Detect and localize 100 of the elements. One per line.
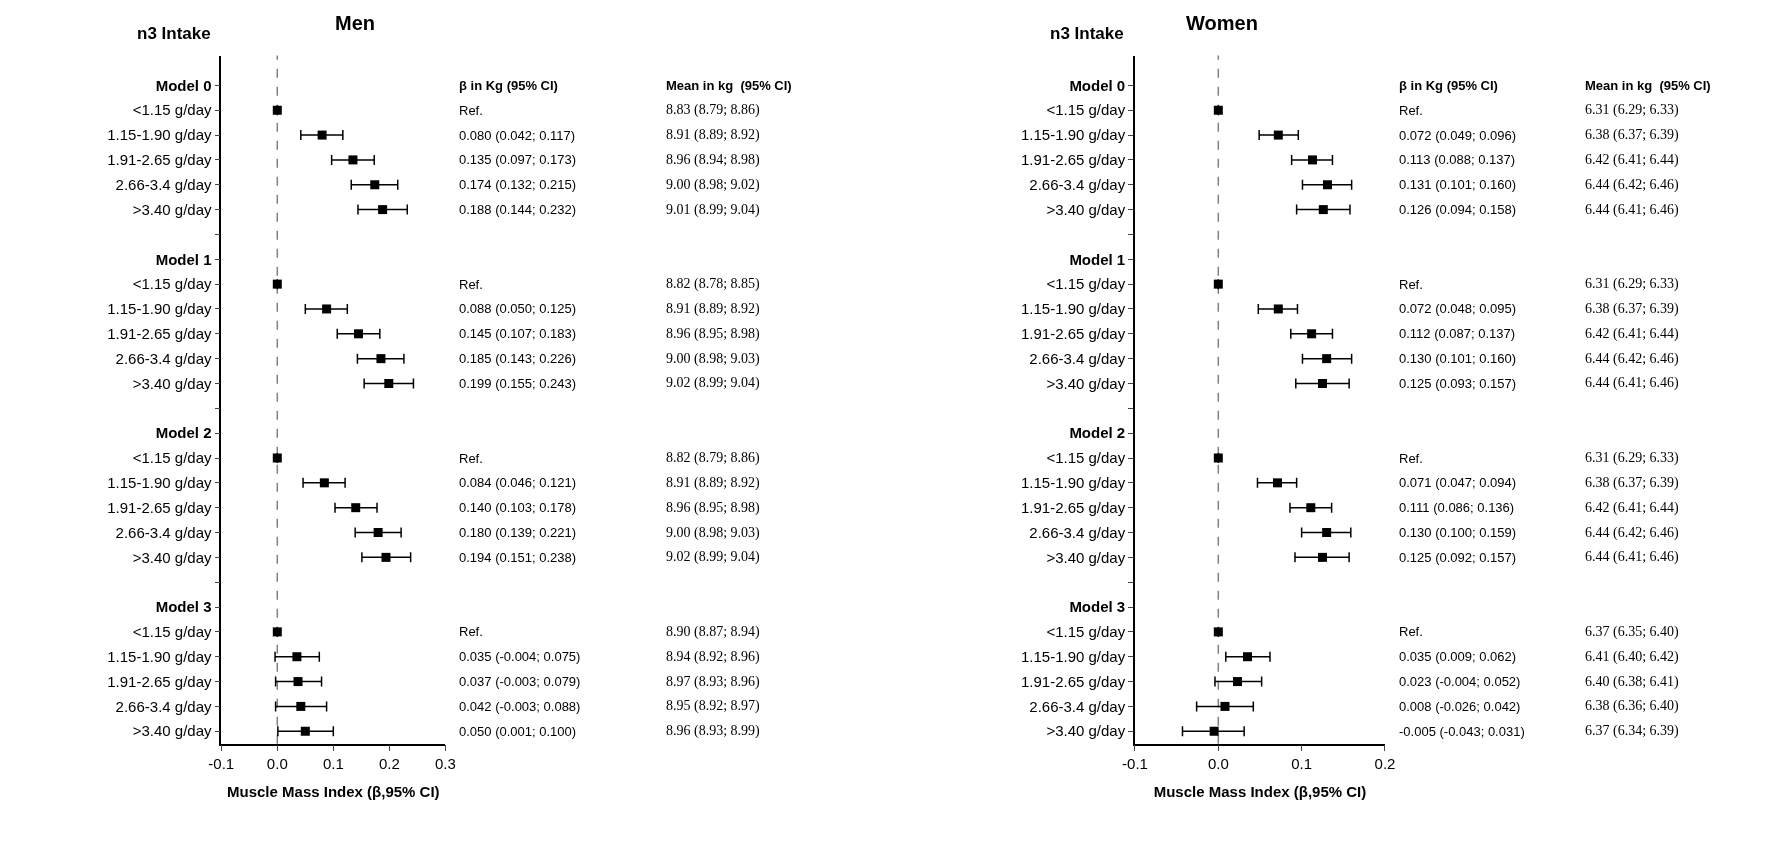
point xyxy=(322,304,332,314)
y-axis-title: n3 Intake xyxy=(1050,24,1124,43)
text: 8.82 (8.78; 8.85) xyxy=(666,276,761,292)
text: 8.91 (8.89; 8.92) xyxy=(666,127,761,143)
text: 0.035 (-0.004; 0.075) xyxy=(459,649,581,664)
y-tick-label: Model 1 xyxy=(1069,250,1126,268)
text: -0.005 (-0.043; 0.031) xyxy=(1399,724,1525,739)
text: 0.125 (0.093; 0.157) xyxy=(1399,376,1517,391)
point xyxy=(1213,627,1223,637)
y-tick-label: <1.15 g/day xyxy=(1046,449,1126,467)
text: 0.037 (-0.003; 0.079) xyxy=(459,674,581,689)
point xyxy=(1322,354,1332,364)
text: 6.31 (6.29; 6.33) xyxy=(1585,450,1680,466)
text: Ref. xyxy=(1399,277,1423,292)
y-tick-label: 1.91-2.65 g/day xyxy=(107,151,213,169)
text: 8.82 (8.79; 8.86) xyxy=(666,450,761,466)
text: Mean in kg (95% CI) xyxy=(666,78,792,93)
y-tick-label: 1.15-1.90 g/day xyxy=(1020,474,1126,492)
text: 6.44 (6.42; 6.46) xyxy=(1585,177,1680,193)
point xyxy=(384,378,394,388)
text: 0.126 (0.094; 0.158) xyxy=(1399,202,1517,217)
text: 0.111 (0.086; 0.136) xyxy=(1399,500,1515,515)
text: 9.00 (8.98; 9.03) xyxy=(666,525,761,541)
y-tick-label: <1.15 g/day xyxy=(1046,275,1126,293)
point xyxy=(348,155,358,165)
text: 6.37 (6.35; 6.40) xyxy=(1585,624,1680,640)
x-tick-label: 0.1 xyxy=(322,755,344,773)
text: 6.44 (6.42; 6.46) xyxy=(1585,525,1680,541)
y-tick-label: 1.91-2.65 g/day xyxy=(1020,151,1126,169)
y-tick-label: Model 3 xyxy=(155,598,212,616)
y-tick-label: 2.66-3.4 g/day xyxy=(115,176,213,194)
text: 0.023 (-0.004; 0.052) xyxy=(1399,674,1521,689)
text: Ref. xyxy=(1399,451,1423,466)
text: 8.91 (8.89; 8.92) xyxy=(666,475,761,491)
point xyxy=(1209,726,1219,736)
y-tick-label: 1.15-1.90 g/day xyxy=(107,300,213,318)
text: 0.174 (0.132; 0.215) xyxy=(459,177,577,192)
text: 9.00 (8.98; 9.03) xyxy=(666,351,761,367)
text: 0.112 (0.087; 0.137) xyxy=(1399,326,1516,341)
point xyxy=(1213,105,1223,115)
text: 6.44 (6.41; 6.46) xyxy=(1585,202,1680,218)
text: 6.38 (6.37; 6.39) xyxy=(1585,475,1680,491)
y-tick-label: Model 1 xyxy=(155,250,212,268)
text: 6.40 (6.38; 6.41) xyxy=(1585,674,1680,690)
x-tick-label: 0.1 xyxy=(1291,755,1313,773)
y-tick-label: Model 2 xyxy=(155,424,212,442)
point xyxy=(351,503,361,513)
x-tick-label: 0.2 xyxy=(1374,755,1396,773)
y-tick-label: >3.40 g/day xyxy=(1046,548,1126,566)
text: 6.44 (6.41; 6.46) xyxy=(1585,549,1680,565)
y-tick-label: 1.91-2.65 g/day xyxy=(1020,498,1126,516)
x-tick-label: 0.2 xyxy=(378,755,400,773)
x-axis-title: Muscle Mass Index (β,95% CI) xyxy=(1153,782,1367,800)
text: Ref. xyxy=(1399,624,1423,639)
text: 0.140 (0.103; 0.178) xyxy=(459,500,577,515)
text: 6.31 (6.29; 6.33) xyxy=(1585,102,1680,118)
text: Ref. xyxy=(459,277,483,292)
y-tick-label: 1.15-1.90 g/day xyxy=(107,126,213,144)
text: 0.050 (0.001; 0.100) xyxy=(459,724,577,739)
y-tick-label: 1.15-1.90 g/day xyxy=(1020,647,1126,665)
y-tick-label: >3.40 g/day xyxy=(1046,374,1126,392)
text: 8.90 (8.87; 8.94) xyxy=(666,624,761,640)
text: 9.02 (8.99; 9.04) xyxy=(666,549,761,565)
y-tick-label: <1.15 g/day xyxy=(1046,623,1126,641)
y-tick-label: Model 3 xyxy=(1069,598,1126,616)
text: 6.44 (6.41; 6.46) xyxy=(1585,375,1680,391)
chart-title: Women xyxy=(1186,12,1258,34)
y-tick-label: >3.40 g/day xyxy=(1046,722,1126,740)
text: 6.42 (6.41; 6.44) xyxy=(1585,326,1680,342)
text: 9.01 (8.99; 9.04) xyxy=(666,202,761,218)
point xyxy=(1273,130,1283,140)
text: 0.084 (0.046; 0.121) xyxy=(459,475,577,490)
y-tick-label: 1.15-1.90 g/day xyxy=(1020,300,1126,318)
point xyxy=(1306,503,1316,513)
text: 6.42 (6.41; 6.44) xyxy=(1585,152,1680,168)
point xyxy=(1232,677,1242,687)
y-tick-label: 1.91-2.65 g/day xyxy=(1020,672,1126,690)
text: 6.41 (6.40; 6.42) xyxy=(1585,649,1680,665)
y-tick-label: 2.66-3.4 g/day xyxy=(115,697,213,715)
y-tick-label: 2.66-3.4 g/day xyxy=(1029,176,1126,194)
point xyxy=(373,528,383,538)
x-tick-label: 0.3 xyxy=(434,755,456,773)
text: 0.088 (0.050; 0.125) xyxy=(459,301,577,316)
text: 6.44 (6.42; 6.46) xyxy=(1585,351,1680,367)
x-tick-label: 0.0 xyxy=(1207,755,1229,773)
point xyxy=(1322,528,1332,538)
y-tick-label: 1.15-1.90 g/day xyxy=(1020,126,1126,144)
text: 8.96 (8.94; 8.98) xyxy=(666,152,761,168)
text: 8.94 (8.92; 8.96) xyxy=(666,649,761,665)
text: 0.135 (0.097; 0.173) xyxy=(459,152,577,167)
text: 0.072 (0.049; 0.096) xyxy=(1399,128,1517,143)
text: 0.008 (-0.026; 0.042) xyxy=(1399,699,1521,714)
y-tick-label: >3.40 g/day xyxy=(1046,200,1126,218)
text: Ref. xyxy=(459,451,483,466)
y-tick-label: 1.91-2.65 g/day xyxy=(107,498,213,516)
point xyxy=(381,552,391,562)
text: 0.113 (0.088; 0.137) xyxy=(1399,152,1516,167)
y-tick-label: 1.15-1.90 g/day xyxy=(107,474,213,492)
text: 9.00 (8.98; 9.02) xyxy=(666,177,761,193)
point xyxy=(300,726,310,736)
